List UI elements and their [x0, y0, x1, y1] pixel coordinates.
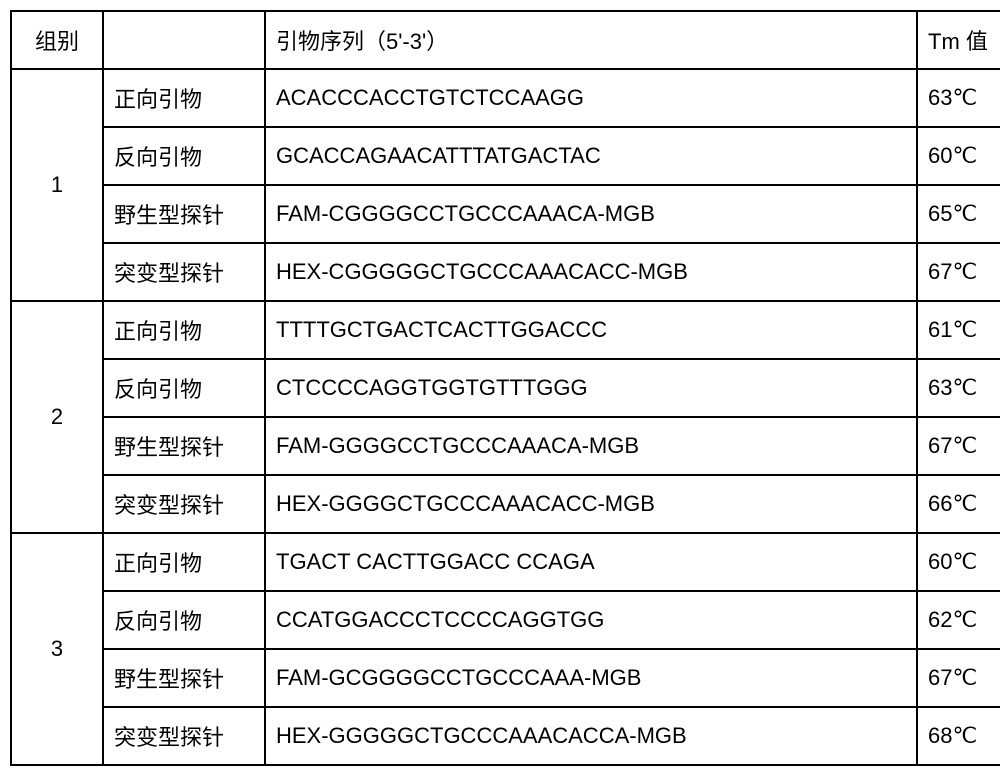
primer-type-cell: 突变型探针 [103, 475, 265, 533]
tm-value-cell: 61℃ [917, 301, 1000, 359]
tm-value-cell: 68℃ [917, 707, 1000, 765]
tm-value-cell: 62℃ [917, 591, 1000, 649]
header-sequence: 引物序列（5'-3'） [265, 11, 917, 69]
table-row: 野生型探针FAM-GCGGGGCCTGCCCAAA-MGB67℃ [11, 649, 1000, 707]
sequence-cell: TGACT CACTTGGACC CCAGA [265, 533, 917, 591]
primer-type-cell: 野生型探针 [103, 649, 265, 707]
sequence-cell: FAM-CGGGGCCTGCCCAAACA-MGB [265, 185, 917, 243]
header-type [103, 11, 265, 69]
primer-type-cell: 正向引物 [103, 301, 265, 359]
table-body: 组别 引物序列（5'-3'） Tm 值 1正向引物ACACCCACCTGTCTC… [11, 11, 1000, 765]
sequence-cell: TTTTGCTGACTCACTTGGACCC [265, 301, 917, 359]
tm-value-cell: 65℃ [917, 185, 1000, 243]
sequence-cell: FAM-GGGGCCTGCCCAAACA-MGB [265, 417, 917, 475]
table-row: 野生型探针FAM-GGGGCCTGCCCAAACA-MGB67℃ [11, 417, 1000, 475]
primer-type-cell: 野生型探针 [103, 417, 265, 475]
group-id-cell: 3 [11, 533, 103, 765]
tm-value-cell: 67℃ [917, 649, 1000, 707]
tm-value-cell: 63℃ [917, 359, 1000, 417]
table-row: 3正向引物TGACT CACTTGGACC CCAGA60℃ [11, 533, 1000, 591]
tm-value-cell: 67℃ [917, 417, 1000, 475]
primer-type-cell: 正向引物 [103, 69, 265, 127]
sequence-cell: CTCCCCAGGTGGTGTTTGGG [265, 359, 917, 417]
header-group: 组别 [11, 11, 103, 69]
primer-type-cell: 野生型探针 [103, 185, 265, 243]
primer-type-cell: 正向引物 [103, 533, 265, 591]
primer-type-cell: 反向引物 [103, 591, 265, 649]
group-id-cell: 2 [11, 301, 103, 533]
table-row: 突变型探针HEX-GGGGGCTGCCCAAACACCA-MGB68℃ [11, 707, 1000, 765]
tm-value-cell: 67℃ [917, 243, 1000, 301]
primer-type-cell: 反向引物 [103, 127, 265, 185]
table-row: 2正向引物TTTTGCTGACTCACTTGGACCC61℃ [11, 301, 1000, 359]
sequence-cell: ACACCCACCTGTCTCCAAGG [265, 69, 917, 127]
table-row: 反向引物CTCCCCAGGTGGTGTTTGGG63℃ [11, 359, 1000, 417]
sequence-cell: HEX-GGGGGCTGCCCAAACACCA-MGB [265, 707, 917, 765]
header-tm: Tm 值 [917, 11, 1000, 69]
sequence-cell: FAM-GCGGGGCCTGCCCAAA-MGB [265, 649, 917, 707]
table-row: 野生型探针FAM-CGGGGCCTGCCCAAACA-MGB65℃ [11, 185, 1000, 243]
tm-value-cell: 66℃ [917, 475, 1000, 533]
sequence-cell: HEX-GGGGCTGCCCAAACACC-MGB [265, 475, 917, 533]
table-row: 突变型探针HEX-GGGGCTGCCCAAACACC-MGB66℃ [11, 475, 1000, 533]
table-header-row: 组别 引物序列（5'-3'） Tm 值 [11, 11, 1000, 69]
tm-value-cell: 63℃ [917, 69, 1000, 127]
tm-value-cell: 60℃ [917, 533, 1000, 591]
table-row: 1正向引物ACACCCACCTGTCTCCAAGG63℃ [11, 69, 1000, 127]
table-row: 反向引物CCATGGACCCTCCCCAGGTGG62℃ [11, 591, 1000, 649]
table-row: 突变型探针HEX-CGGGGGCTGCCCAAACACC-MGB67℃ [11, 243, 1000, 301]
sequence-cell: GCACCAGAACATTTATGACTAC [265, 127, 917, 185]
sequence-cell: HEX-CGGGGGCTGCCCAAACACC-MGB [265, 243, 917, 301]
sequence-cell: CCATGGACCCTCCCCAGGTGG [265, 591, 917, 649]
tm-value-cell: 60℃ [917, 127, 1000, 185]
primer-type-cell: 突变型探针 [103, 243, 265, 301]
primer-table: 组别 引物序列（5'-3'） Tm 值 1正向引物ACACCCACCTGTCTC… [10, 10, 1000, 766]
table-row: 反向引物GCACCAGAACATTTATGACTAC60℃ [11, 127, 1000, 185]
primer-type-cell: 反向引物 [103, 359, 265, 417]
group-id-cell: 1 [11, 69, 103, 301]
primer-type-cell: 突变型探针 [103, 707, 265, 765]
